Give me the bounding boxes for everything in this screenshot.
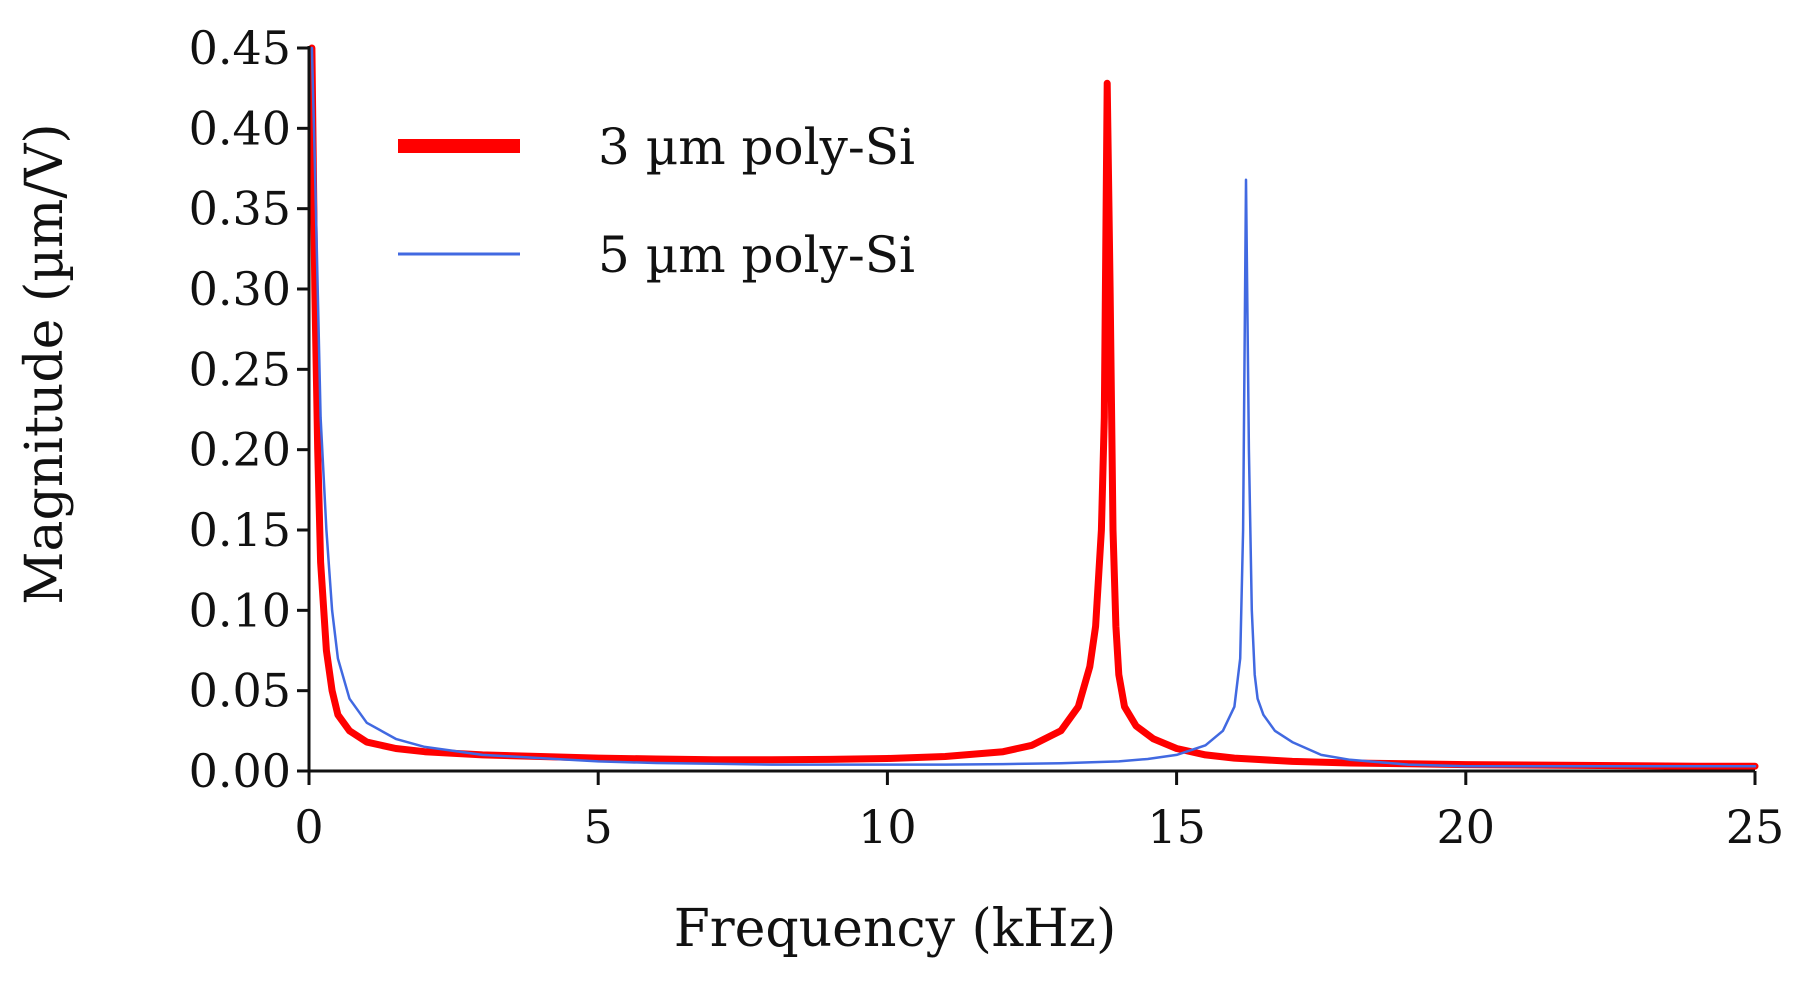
x-tick-label: 20: [1437, 800, 1496, 854]
y-tick-label: 0.45: [189, 21, 291, 75]
y-tick-label: 0.40: [189, 101, 291, 155]
x-tick-label: 25: [1726, 800, 1785, 854]
y-tick-label: 0.35: [189, 182, 291, 236]
legend: 3 µm poly-Si 5 µm poly-Si: [398, 118, 915, 284]
y-tick-label: 0.05: [189, 664, 291, 718]
x-tick-label: 5: [584, 800, 613, 854]
y-tick-label: 0.15: [189, 503, 291, 557]
x-tick-label: 0: [294, 800, 323, 854]
x-axis-label: Frequency (kHz): [674, 899, 1117, 959]
y-tick-label: 0.00: [189, 744, 291, 798]
x-ticks: 0 5 10 15 20 25: [294, 771, 1784, 854]
y-ticks: 0.00 0.05 0.10 0.15 0.20 0.25 0.30 0.35 0.40 0.45: [189, 21, 309, 798]
y-tick-label: 0.10: [189, 583, 291, 637]
x-tick-label: 15: [1147, 800, 1206, 854]
series-layer: [308, 44, 1759, 770]
series-line-1: [310, 46, 1757, 768]
x-tick-label: 10: [858, 800, 917, 854]
y-tick-label: 0.25: [189, 342, 291, 396]
legend-label-3um: 3 µm poly-Si: [598, 118, 915, 176]
y-axis-label: Magnitude (µm/V): [15, 123, 75, 604]
legend-label-5um: 5 µm poly-Si: [598, 226, 915, 284]
y-tick-label: 0.30: [189, 262, 291, 316]
series-line-0: [308, 44, 1759, 770]
y-tick-label: 0.20: [189, 423, 291, 477]
